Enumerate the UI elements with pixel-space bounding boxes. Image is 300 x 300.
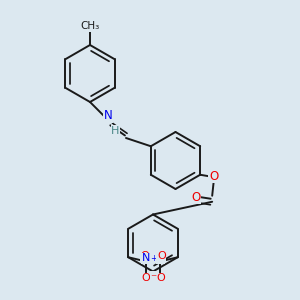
Text: N: N [156,253,164,263]
Text: N: N [142,253,150,263]
Text: O: O [156,273,165,283]
Text: O: O [141,273,150,283]
Text: H: H [111,125,120,136]
Text: O: O [140,251,149,261]
Text: CH₃: CH₃ [80,21,100,32]
Text: +: + [150,254,157,263]
Text: O: O [191,191,200,204]
Text: ⁻: ⁻ [149,272,156,285]
Text: ⁻: ⁻ [150,272,157,285]
Text: O: O [209,170,218,183]
Text: O: O [157,251,166,261]
Text: N: N [103,109,112,122]
Text: +: + [149,254,156,263]
